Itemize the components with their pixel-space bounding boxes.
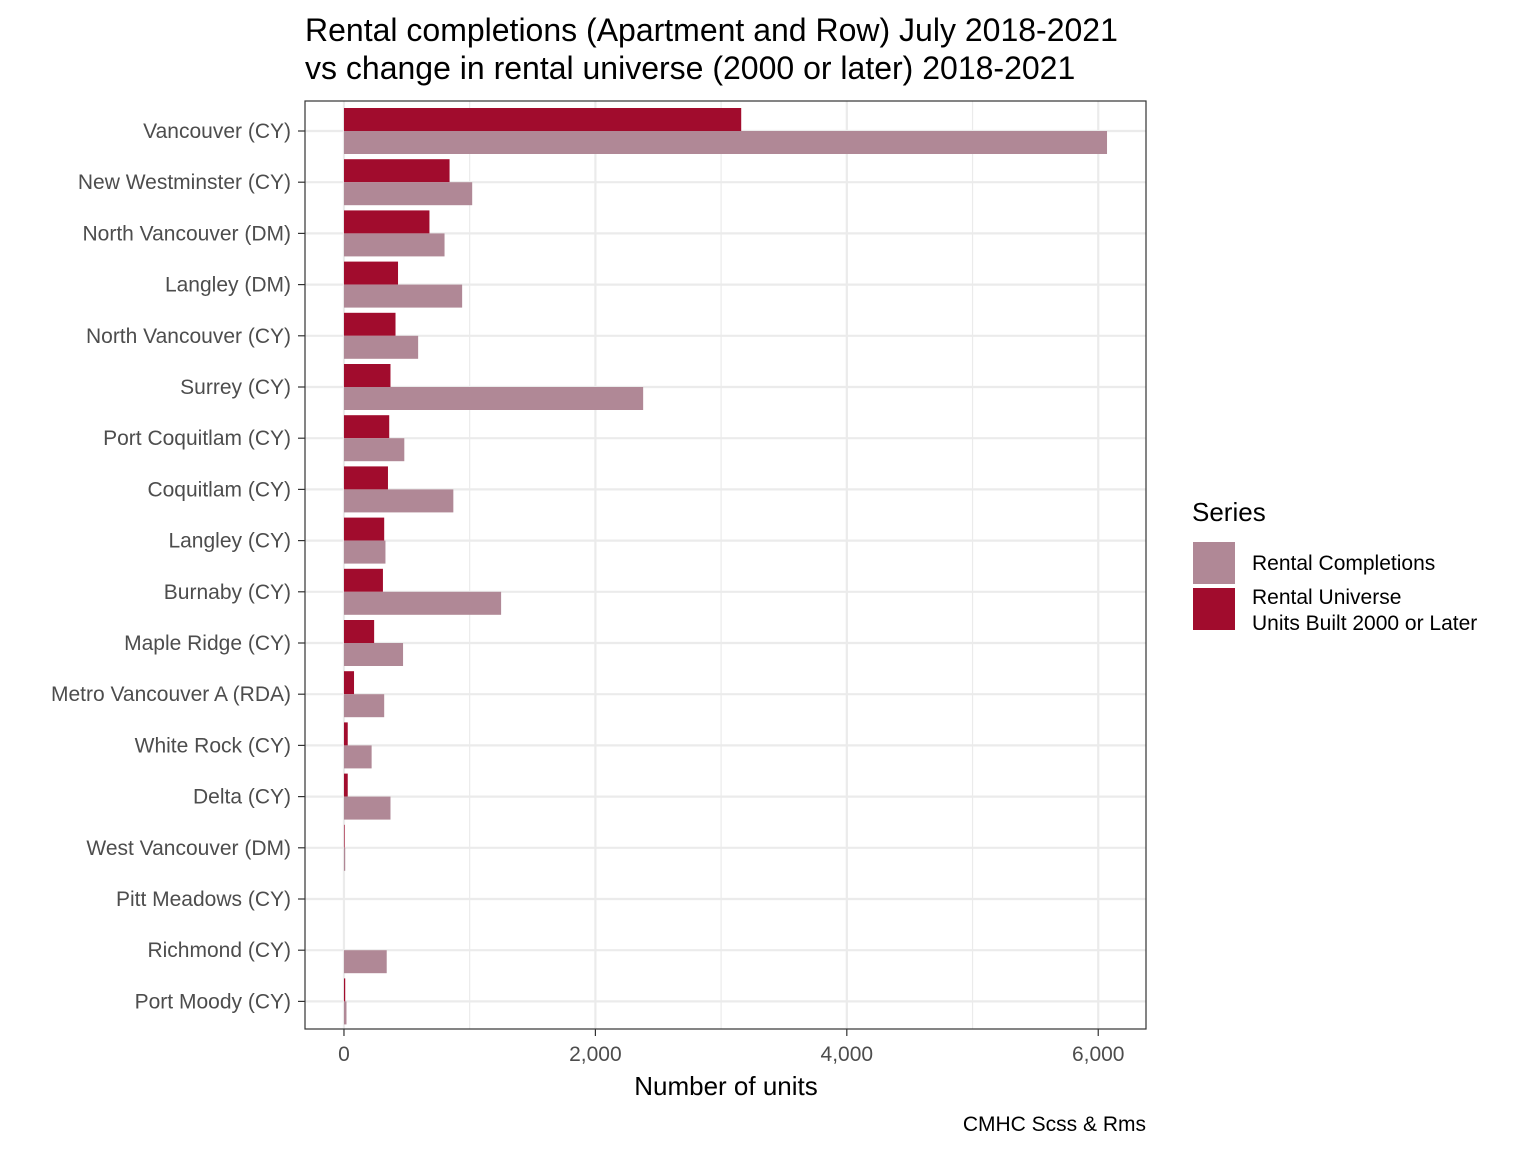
y-tick-label: Port Moody (CY) <box>135 990 291 1013</box>
y-tick-label: North Vancouver (CY) <box>86 325 291 348</box>
bar-rental-completions-delta-cy <box>343 796 391 820</box>
y-tick-label: Pitt Meadows (CY) <box>116 888 291 911</box>
y-tick-label: Delta (CY) <box>193 786 291 809</box>
bar-rental-completions-langley-cy <box>343 540 386 564</box>
bar-rental-completions-port-coquitlam-cy <box>343 438 405 462</box>
bar-rental-universe-maple-ridge-cy <box>343 620 375 643</box>
y-tick-label: North Vancouver (DM) <box>82 222 291 245</box>
bar-rental-completions-white-rock-cy <box>343 745 372 769</box>
y-tick-label: White Rock (CY) <box>135 734 291 757</box>
bar-rental-completions-surrey-cy <box>343 387 644 410</box>
y-tick-label: West Vancouver (DM) <box>86 837 291 860</box>
y-tick-label: Burnaby (CY) <box>164 581 291 604</box>
bar-rental-universe-new-westminster-cy <box>343 159 450 183</box>
bar-rental-universe-coquitlam-cy <box>343 466 388 490</box>
bar-rental-completions-coquitlam-cy <box>343 489 454 513</box>
bar-rental-universe-port-coquitlam-cy <box>343 415 390 439</box>
bar-rental-completions-richmond-cy <box>343 950 387 974</box>
bar-rental-universe-west-vancouver-dm <box>343 824 345 848</box>
bar-rental-universe-burnaby-cy <box>343 568 383 592</box>
y-tick-label: Metro Vancouver A (RDA) <box>51 683 291 706</box>
y-tick-label: Maple Ridge (CY) <box>124 632 291 655</box>
y-tick-label: Port Coquitlam (CY) <box>103 427 291 450</box>
y-tick-label: Vancouver (CY) <box>143 120 291 143</box>
legend-label-rental-universe-line-1: Rental Universe <box>1252 586 1401 609</box>
y-tick-label: Surrey (CY) <box>180 376 291 399</box>
legend-label-rental-universe-line-2: Units Built 2000 or Later <box>1252 612 1477 635</box>
y-axis: Vancouver (CY) New Westminster (CY) North … <box>51 120 305 1013</box>
y-tick-label: Richmond (CY) <box>147 939 291 962</box>
bar-rental-universe-port-moody-cy <box>343 978 346 1002</box>
plot-border <box>304 100 1147 1030</box>
bar-rental-universe-north-vancouver-cy <box>343 312 396 336</box>
bars <box>343 108 1108 1025</box>
x-tick-label: 0 <box>338 1043 350 1066</box>
x-tick-label: 6,000 <box>1072 1043 1125 1066</box>
bar-rental-universe-vancouver-cy <box>343 108 742 131</box>
bar-rental-completions-west-vancouver-dm <box>343 847 346 871</box>
y-tick-label: New Westminster (CY) <box>78 171 291 194</box>
chart-title-line-2: vs change in rental universe (2000 or la… <box>305 50 1075 86</box>
bar-rental-universe-metro-vancouver-a-rda <box>343 671 355 695</box>
bar-rental-completions-port-moody-cy <box>343 1001 347 1025</box>
plot-panel-background <box>305 101 1146 1029</box>
bar-rental-completions-vancouver-cy <box>343 131 1108 154</box>
legend-key-rental-completions <box>1193 542 1235 584</box>
bar-rental-universe-langley-cy <box>343 517 385 541</box>
x-tick-label: 4,000 <box>821 1043 874 1066</box>
bar-rental-completions-new-westminster-cy <box>343 182 473 206</box>
bar-rental-universe-delta-cy <box>343 773 348 797</box>
bar-rental-completions-north-vancouver-cy <box>343 335 419 359</box>
legend: Series Rental Completions Rental Univers… <box>1192 497 1477 635</box>
x-axis: 0 2,000 4,000 6,000 <box>338 1029 1125 1066</box>
bar-rental-completions-metro-vancouver-a-rda <box>343 694 385 718</box>
plot-border-rect <box>304 100 1147 1030</box>
plot-panel <box>305 101 1146 1029</box>
y-tick-label: Langley (DM) <box>165 274 291 297</box>
y-tick-label: Coquitlam (CY) <box>147 478 291 501</box>
bar-rental-completions-burnaby-cy <box>343 591 502 615</box>
bar-rental-universe-north-vancouver-dm <box>343 210 430 234</box>
chart-caption: CMHC Scss & Rms <box>963 1113 1146 1136</box>
x-tick-label: 2,000 <box>569 1043 622 1066</box>
bar-rental-universe-surrey-cy <box>343 364 391 387</box>
bar-rental-universe-white-rock-cy <box>343 722 348 746</box>
bar-rental-completions-maple-ridge-cy <box>343 643 404 666</box>
legend-label-rental-completions: Rental Completions <box>1252 552 1435 575</box>
x-axis-title: Number of units <box>634 1071 818 1101</box>
chart-title-line-1: Rental completions (Apartment and Row) J… <box>305 12 1118 48</box>
legend-title: Series <box>1192 497 1266 527</box>
bar-rental-completions-langley-dm <box>343 284 463 308</box>
legend-key-rental-universe <box>1193 588 1235 630</box>
bar-rental-universe-langley-dm <box>343 261 399 285</box>
y-tick-label: Langley (CY) <box>168 530 291 553</box>
bar-rental-completions-north-vancouver-dm <box>343 233 445 257</box>
